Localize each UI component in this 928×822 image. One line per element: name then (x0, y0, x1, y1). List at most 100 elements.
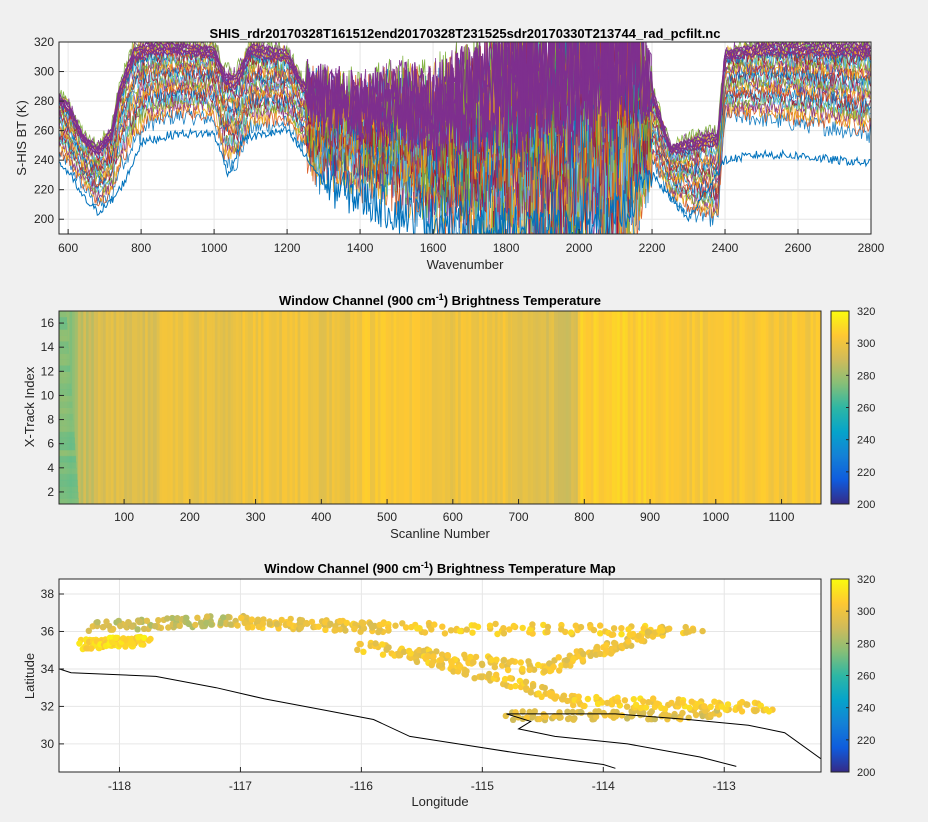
heatmap-column (88, 311, 92, 504)
heatmap-column (185, 311, 190, 504)
heatmap-column (150, 311, 154, 504)
map-point (557, 714, 564, 721)
map-point (413, 658, 421, 666)
map-point (94, 619, 101, 626)
heatmap-column (697, 311, 701, 504)
map-xtick-label: -118 (108, 779, 131, 793)
spectrum-ytick-label: 220 (34, 183, 54, 197)
map-point (580, 650, 587, 658)
heatmap-column (657, 311, 662, 504)
heatmap-cell (59, 401, 73, 408)
map-point (424, 652, 431, 660)
map-point (519, 624, 526, 632)
heatmap-column (281, 311, 286, 504)
map-point (593, 643, 601, 651)
heatmap-column (752, 311, 756, 504)
heatmap-column (279, 311, 283, 504)
heatmap-column (484, 311, 488, 504)
map-point (701, 703, 708, 710)
heatmap-column (255, 311, 259, 504)
heatmap-column (80, 311, 84, 504)
map-point (450, 668, 457, 675)
heatmap-column (337, 311, 341, 504)
heatmap-column (797, 311, 801, 504)
heatmap-column (268, 311, 272, 504)
heatmap-column (91, 311, 95, 504)
heatmap-column (502, 311, 507, 504)
heatmap-column (689, 311, 693, 504)
heatmap-column (391, 311, 395, 504)
map-point (690, 627, 697, 634)
map-point (508, 657, 516, 665)
heatmap-ytick-label: 8 (47, 413, 54, 427)
heatmap-column (271, 311, 275, 504)
heatmap-column (276, 311, 280, 504)
map-point (682, 623, 689, 631)
heatmap-cell (59, 437, 75, 445)
heatmap-colorbar-tick-label: 300 (857, 338, 875, 350)
map-coastline-line (506, 713, 821, 760)
map-point (510, 622, 517, 630)
map-ytick-label: 36 (41, 624, 55, 638)
map-point (738, 708, 746, 715)
map-point (203, 619, 210, 627)
heatmap-column (494, 311, 499, 504)
heatmap-column (385, 311, 389, 504)
heatmap-column (404, 311, 408, 504)
heatmap-column (396, 311, 400, 504)
heatmap-column (206, 311, 211, 504)
map-points (76, 612, 776, 724)
heatmap-column (167, 311, 171, 504)
map-point (529, 621, 536, 628)
heatmap-column (100, 311, 104, 504)
heatmap-column (188, 311, 192, 504)
map-point (385, 624, 392, 631)
heatmap-cell (59, 419, 74, 427)
heatmap-cell (59, 389, 72, 396)
heatmap-column (652, 311, 656, 504)
heatmap-column (78, 311, 82, 504)
map-point (666, 625, 673, 632)
map-point (648, 708, 655, 715)
heatmap-column (815, 311, 819, 504)
map-point (431, 621, 438, 628)
heatmap-column (316, 311, 320, 504)
heatmap-column (295, 311, 299, 504)
heatmap-cell (59, 467, 77, 475)
heatmap-colorbar-tick-label: 220 (857, 467, 875, 479)
map-point (592, 713, 600, 720)
heatmap-column (813, 311, 817, 504)
heatmap-title-head: Window Channel (900 cm (279, 293, 436, 308)
heatmap-column (342, 311, 346, 504)
heatmap-column (308, 311, 312, 504)
heatmap-column (331, 311, 336, 504)
map-point (435, 662, 443, 669)
spectrum-panel: SHIS_rdr20170328T161512end20170328T23152… (14, 26, 885, 272)
map-point (610, 625, 618, 632)
heatmap-column (447, 311, 451, 504)
map-point (360, 648, 367, 655)
heatmap-column (199, 311, 203, 504)
heatmap-column (147, 311, 151, 504)
map-point (176, 622, 183, 629)
map-point (478, 660, 486, 667)
map-point (640, 625, 647, 632)
heatmap-column (359, 311, 363, 504)
map-point (612, 640, 619, 647)
heatmap-column (638, 311, 642, 504)
heatmap-column (715, 311, 720, 504)
map-point (273, 620, 280, 628)
heatmap-column (422, 311, 426, 504)
heatmap-column (568, 311, 572, 504)
heatmap-xtick-label: 200 (180, 510, 200, 524)
map-point (297, 624, 304, 631)
heatmap-column (437, 311, 441, 504)
heatmap-column (673, 311, 677, 504)
map-point (248, 616, 256, 623)
heatmap-column (710, 311, 714, 504)
map-point (560, 693, 567, 700)
map-point (469, 629, 476, 636)
map-point (151, 623, 159, 630)
heatmap-cell (59, 491, 79, 499)
